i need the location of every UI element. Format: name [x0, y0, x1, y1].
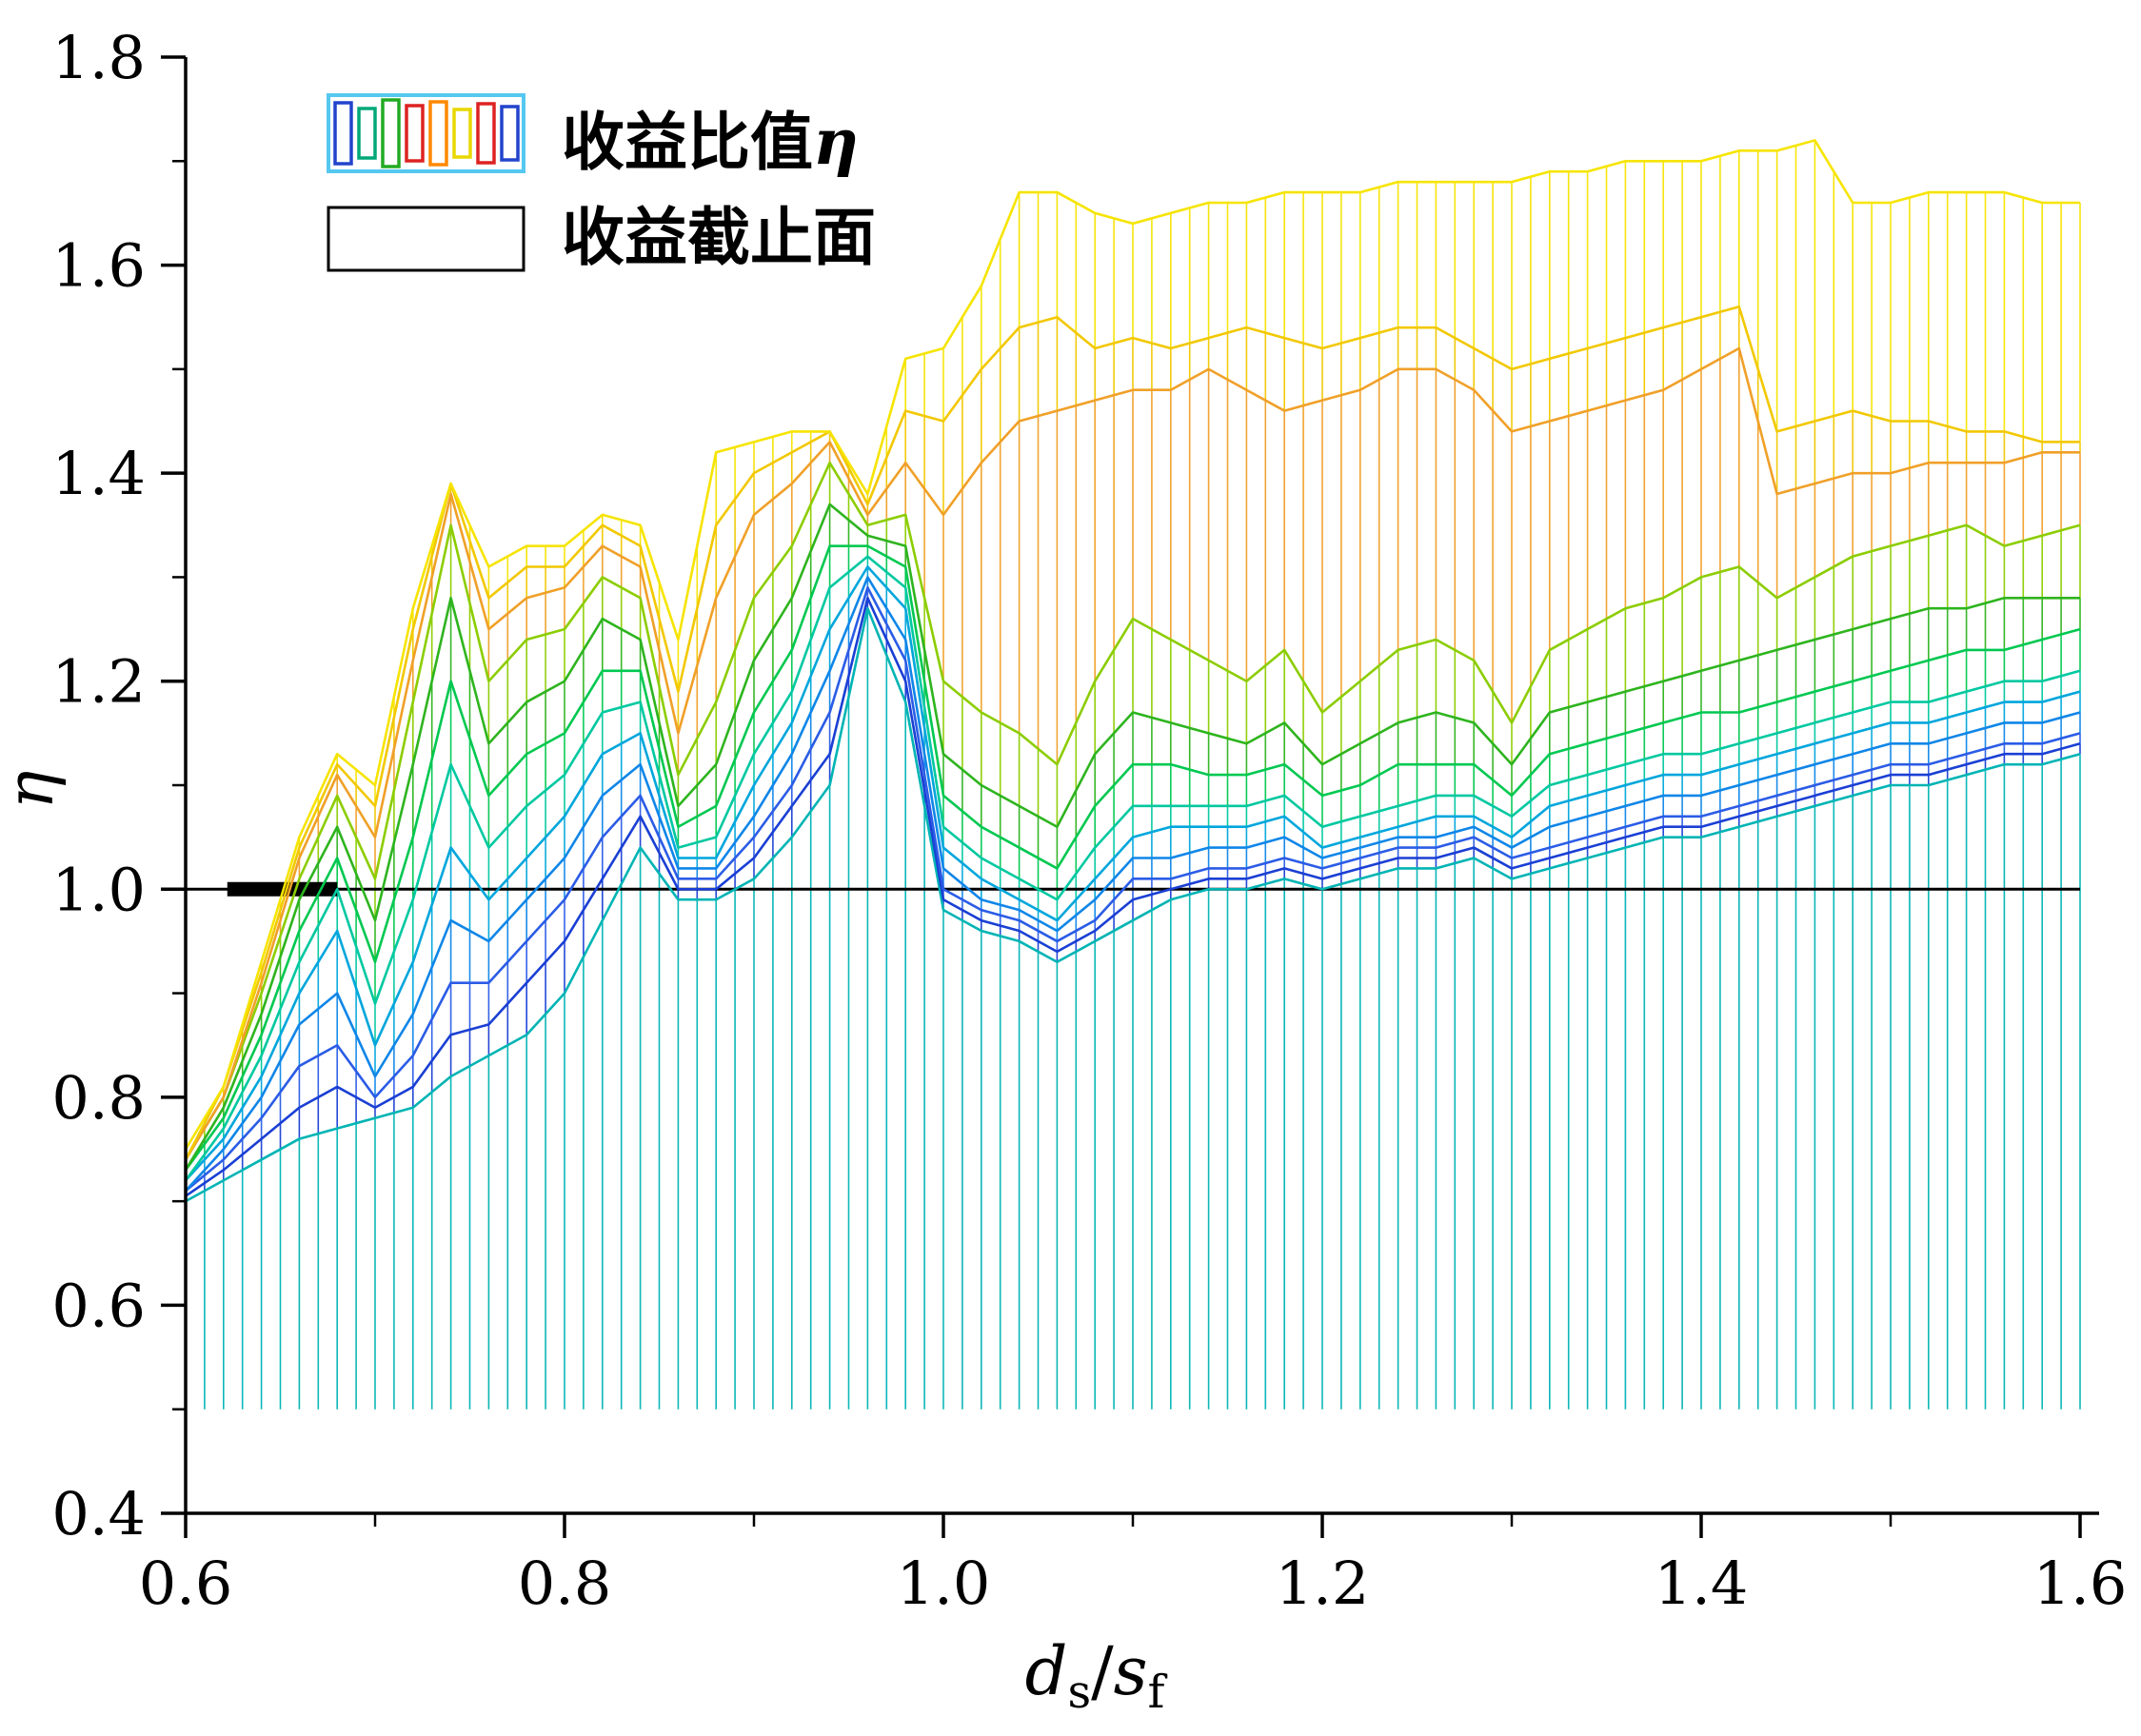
hatch-bars-icon [327, 93, 525, 173]
x-tick-label: 0.8 [518, 1549, 612, 1618]
hatch-icon-bar [381, 98, 401, 168]
axes: 0.40.60.81.01.21.41.61.80.6 0.8 1.0 1.2 1.4 1… [51, 23, 2127, 1618]
curve-eta-curve-09 [184, 461, 2081, 1161]
x-ticks: 0.6 0.8 1.0 1.2 1.4 1.6 [139, 1513, 2128, 1618]
hatch-icon-bar [476, 102, 496, 165]
curve-eta-curve-06 [184, 555, 2081, 1182]
hatch-band-eta-curve-07 [185, 545, 2081, 1181]
hatch-band-eta-curve-11 [204, 306, 2081, 1129]
plot-area [184, 139, 2081, 1410]
hatch-icon-bar [500, 105, 520, 162]
x-tick-label: 1.4 [1655, 1549, 1749, 1618]
y-tick-label: 1.2 [51, 647, 146, 717]
legend-item-cutoff-plane: 收益截止面 [562, 201, 876, 274]
hatch-band-eta-curve-10 [241, 348, 2081, 1046]
hatch-icon-bar [452, 108, 472, 159]
hatch-band-eta-curve-01 [185, 608, 2081, 1410]
x-tick-label: 1.0 [897, 1549, 991, 1618]
curve-eta-curve-05 [185, 565, 2081, 1182]
hatch-band-eta-curve-09 [185, 463, 2081, 1171]
hatch-band-eta-curve-12 [185, 140, 2081, 1160]
hatch-icon-bar [357, 107, 377, 160]
curve-eta-curve-03 [185, 586, 2081, 1193]
x-axis-title: ds/sf [1025, 1632, 1168, 1719]
hatch-band-eta-curve-06 [204, 556, 2081, 1160]
hatch-band-eta-curve-08 [204, 503, 2081, 1145]
curve-eta-curve-04 [185, 576, 2081, 1193]
legend: 收益比值η 收益截止面 [327, 93, 876, 274]
y-tick-label: 1.6 [51, 231, 146, 301]
y-tick-label: 1.4 [51, 439, 146, 508]
x-tick-label: 0.6 [139, 1549, 233, 1618]
legend-item-eta-ratio: 收益比值η [562, 105, 859, 179]
y-tick-label: 0.8 [51, 1063, 146, 1133]
hatch-icon-bar [428, 100, 448, 167]
y-axis-title: η [0, 770, 69, 809]
curve-eta-curve-08 [184, 503, 2080, 1172]
curve-eta-curve-07 [184, 544, 2081, 1172]
y-tick-label: 1.8 [51, 23, 146, 92]
curve-eta-curve-11 [184, 305, 2080, 1161]
hatch-band-eta-curve-03 [185, 587, 2081, 1196]
cutoff-plane-icon [327, 206, 525, 272]
y-tick-label: 0.4 [51, 1479, 146, 1549]
x-tick-label: 1.6 [2033, 1549, 2128, 1618]
hatch-icon-bar [405, 104, 425, 163]
hatch-band-eta-curve-04 [204, 577, 2081, 1175]
hatch-icon-bar [333, 101, 353, 166]
curve-eta-curve-12 [184, 139, 2080, 1151]
y-tick-label: 1.0 [51, 855, 146, 924]
curve-eta-curve-01 [185, 606, 2081, 1203]
curve-eta-curve-10 [184, 346, 2080, 1161]
curve-eta-curve-02 [185, 596, 2081, 1197]
x-tick-label: 1.2 [1276, 1549, 1370, 1618]
y-tick-label: 0.6 [51, 1271, 146, 1340]
y-ticks: 0.4 0.6 0.8 1.0 1.2 1.4 1.6 1.8 [51, 23, 186, 1549]
